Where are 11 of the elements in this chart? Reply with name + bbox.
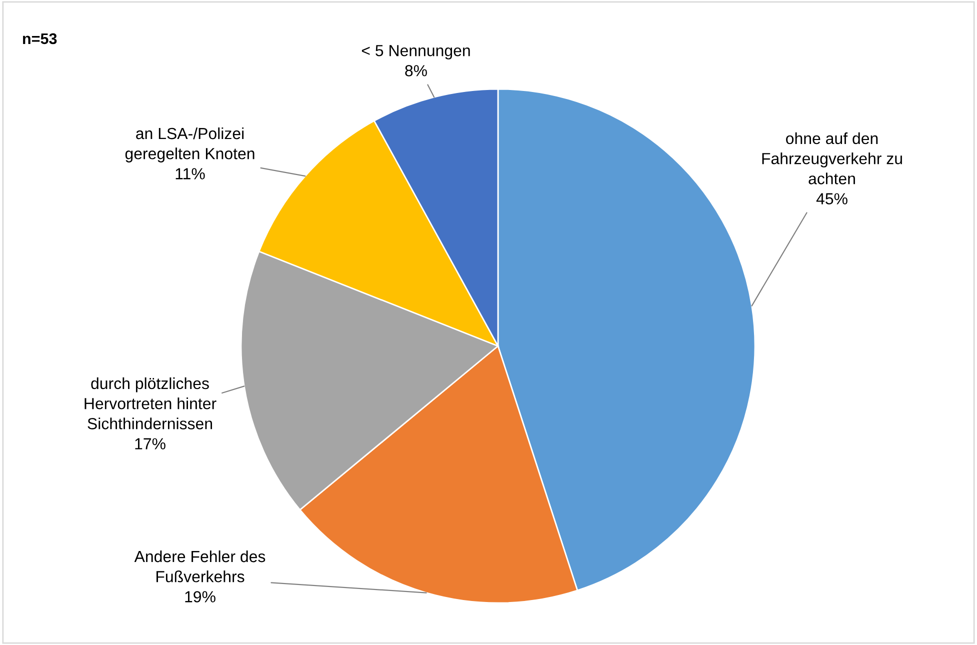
slice-label: < 5 Nennungen	[362, 45, 470, 60]
data-label: 11%	[176, 168, 205, 180]
data-label: 17%	[135, 438, 166, 450]
slice-label: Andere Fehler des Fußverkehrs	[134, 550, 266, 582]
data-label: 45%	[816, 193, 848, 204]
data-label: 8%	[405, 65, 427, 76]
slice-label: ohne auf den Fahrzeugverkehr zu achten	[762, 132, 902, 184]
text: n=53	[23, 33, 57, 44]
slice-label: durch plötzliches Hervortreten hinter Sichthindernissen	[84, 377, 216, 430]
data-label: 19%	[185, 591, 216, 602]
slice-label: an LSA-/Polizei geregelten Knoten	[125, 127, 254, 162]
